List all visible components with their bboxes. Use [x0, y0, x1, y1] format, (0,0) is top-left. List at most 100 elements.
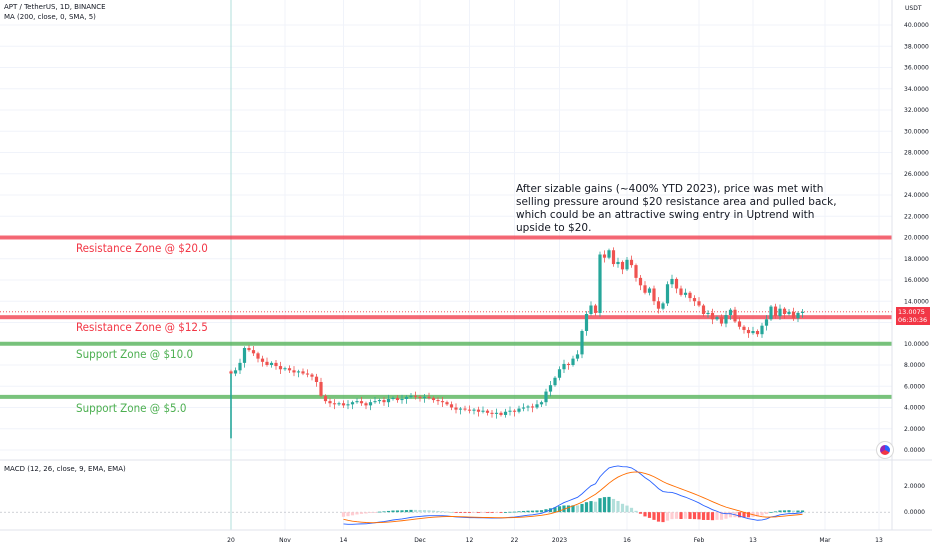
grid: [0, 0, 892, 530]
candle-body: [449, 404, 454, 408]
candle-body: [535, 404, 539, 408]
macd-histogram-bar: [638, 512, 643, 514]
candle-body: [661, 303, 665, 309]
candle-body: [337, 403, 341, 405]
candle-body: [229, 371, 233, 374]
candle-body: [733, 309, 737, 322]
macd-histogram-bar: [782, 510, 787, 513]
annotation-text: After sizable gains (~400% YTD 2023), pr…: [516, 183, 837, 234]
macd-histogram-bar: [760, 512, 764, 516]
macd-histogram-bar: [553, 507, 557, 513]
candle-body: [314, 376, 319, 382]
candle-body: [548, 385, 553, 392]
macd-histogram-bar: [764, 512, 769, 515]
y-tick-label: 34.0000: [904, 86, 929, 93]
y-tick-label: 30.0000: [904, 128, 929, 135]
macd-histogram-bar: [355, 512, 359, 515]
candle-body: [526, 406, 530, 408]
macd-histogram-bar: [413, 509, 418, 513]
macd-histogram-bar: [665, 512, 670, 521]
candle-body: [341, 403, 346, 406]
y-tick-label: 16.0000: [904, 277, 929, 284]
candle-body: [751, 331, 755, 334]
y-tick-label: 40.0000: [904, 22, 929, 29]
candle-body: [242, 348, 247, 363]
candle-body: [364, 403, 368, 406]
macd-histogram-bar: [404, 510, 409, 513]
candle-body: [692, 298, 697, 302]
candle-body: [647, 288, 652, 293]
candle-body: [323, 395, 328, 402]
x-tick-label: 13: [875, 537, 883, 544]
candle-body: [724, 315, 728, 324]
zone-band: [0, 341, 892, 346]
candle-body: [251, 350, 256, 354]
macd-histogram-bar: [566, 505, 571, 513]
candle-body: [247, 348, 251, 351]
macd-histogram-bar: [575, 505, 580, 513]
x-tick-label: 12: [466, 537, 474, 544]
candle-body: [499, 412, 503, 415]
candle-body: [472, 409, 476, 411]
candle-body: [760, 325, 764, 335]
candle-body: [355, 401, 359, 403]
macd-histogram-bar: [490, 512, 494, 513]
candle-body: [665, 284, 670, 304]
macd-histogram-bar: [422, 510, 427, 513]
macd-histogram-bar: [530, 510, 535, 513]
candle-body: [283, 368, 287, 370]
candle-body: [571, 358, 575, 365]
macd-histogram-bar: [737, 512, 742, 518]
candle-body: [575, 354, 580, 359]
macd-histogram-bar: [679, 512, 683, 519]
macd-histogram-bar: [589, 501, 593, 513]
macd-histogram-bar: [364, 512, 368, 514]
candle-body: [764, 319, 769, 326]
macd-histogram-bar: [485, 512, 490, 513]
logo-icon[interactable]: [876, 441, 894, 459]
candle-body: [332, 403, 337, 405]
candle-body: [755, 331, 760, 335]
candle-body: [602, 254, 607, 258]
candle-body: [287, 368, 292, 371]
candle-body: [296, 371, 301, 373]
candle-body: [652, 288, 656, 302]
macd-indicator-label[interactable]: MACD (12, 26, close, 9, EMA, EMA): [4, 465, 126, 473]
ma-indicator-label[interactable]: MA (200, close, 0, SMA, 5): [4, 13, 96, 21]
candle-body: [611, 250, 616, 265]
macd-histogram-bar: [400, 510, 404, 513]
candle-body: [508, 410, 512, 412]
candle-body: [260, 358, 265, 362]
macd-histogram-bar: [715, 512, 719, 520]
macd-histogram-bar: [503, 512, 508, 513]
macd-histogram-bar: [773, 511, 778, 513]
candle-body: [796, 312, 800, 319]
macd-histogram-bar: [647, 512, 652, 518]
x-tick-label: 20: [227, 537, 235, 544]
candle-body: [706, 312, 710, 314]
candle-body: [346, 404, 350, 406]
macd-histogram-bar: [746, 512, 751, 518]
support-zone-5-label: Support Zone @ $5.0: [76, 401, 187, 415]
candle-body: [634, 265, 638, 278]
candle-body: [422, 396, 427, 398]
candle-body: [359, 401, 364, 404]
candle-body: [620, 261, 625, 270]
candle-body: [629, 259, 634, 266]
candle-body: [697, 301, 701, 306]
candle-body: [445, 402, 449, 405]
macd-histogram-bar: [611, 498, 616, 513]
macd-histogram-bar: [701, 512, 706, 520]
macd-histogram-bar: [616, 501, 620, 513]
candle-body: [566, 363, 571, 365]
symbol-title[interactable]: APT / TetherUS, 1D, BINANCE: [4, 3, 106, 11]
candle-body: [400, 399, 404, 401]
x-tick-label: Feb: [694, 537, 705, 544]
macd-histogram-bar: [692, 512, 697, 520]
candle-body: [530, 406, 535, 408]
macd-histogram-bar: [499, 512, 503, 513]
candle-body: [557, 369, 562, 378]
x-tick-label: 13: [749, 537, 757, 544]
candle-body: [409, 395, 413, 397]
candle-body: [391, 397, 395, 399]
